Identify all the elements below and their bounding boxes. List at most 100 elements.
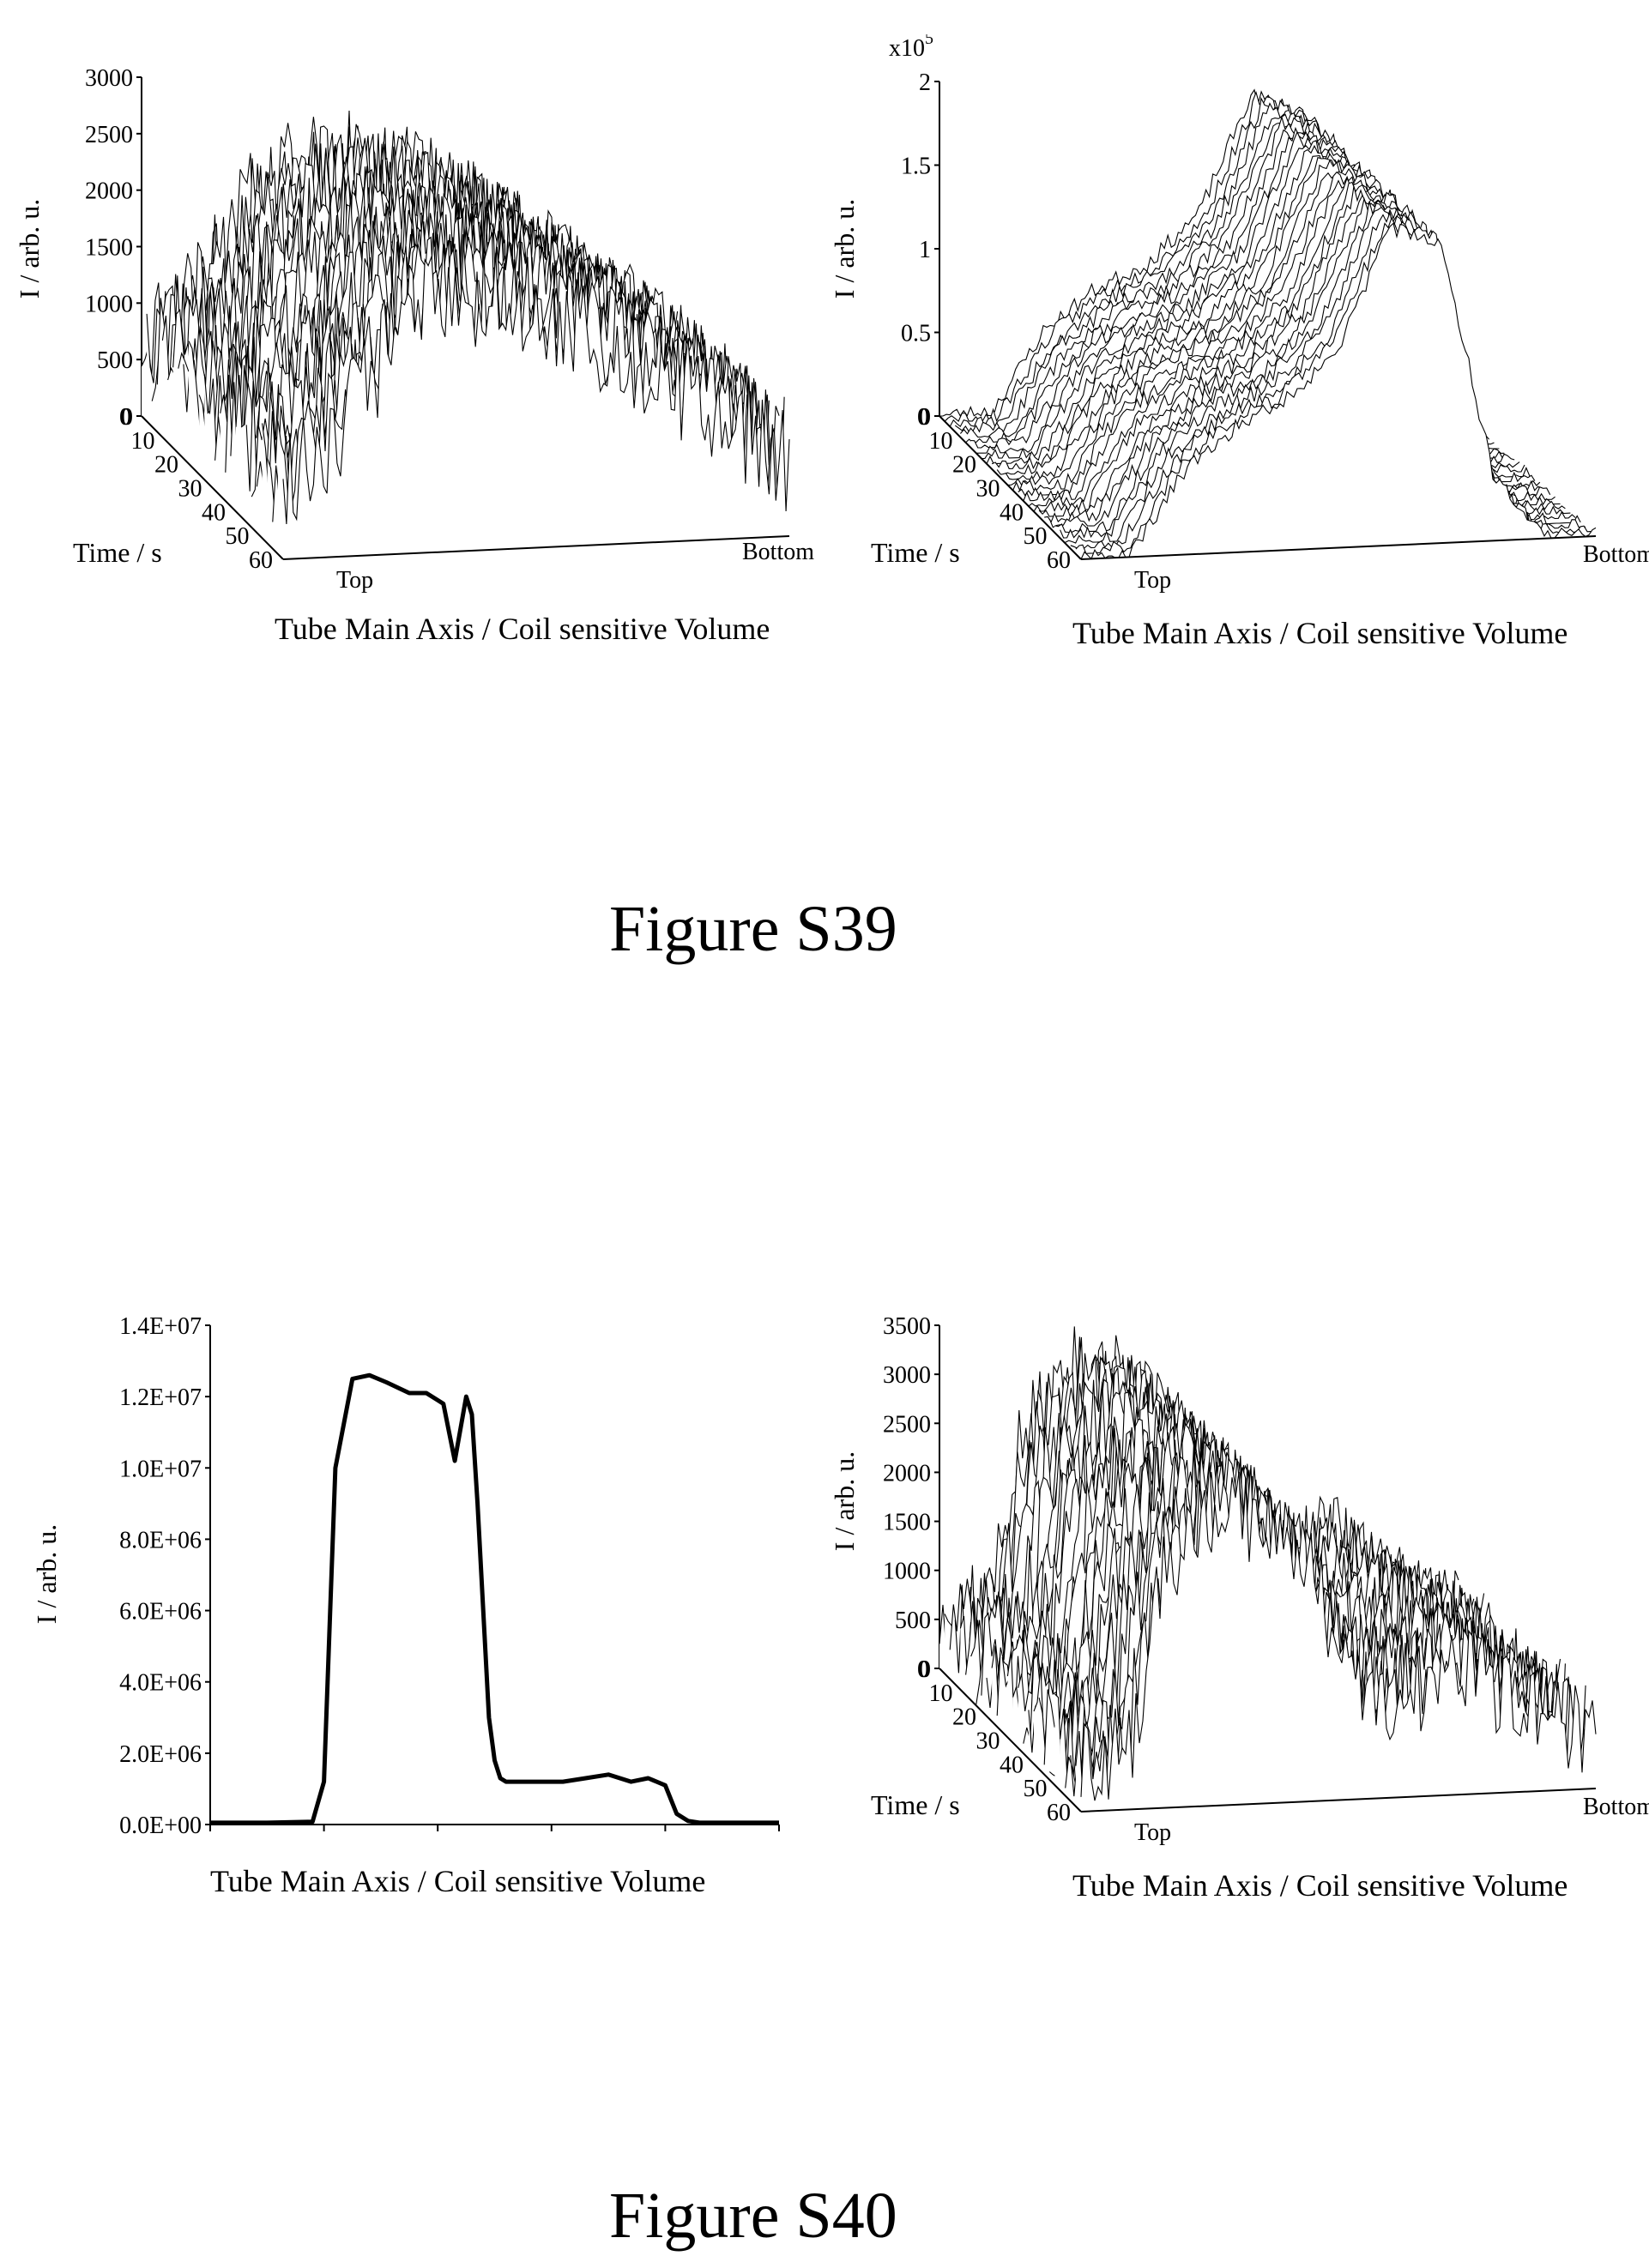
time-tick-label: 50 (226, 523, 250, 550)
y-tick-label: 1.2E+07 (119, 1384, 202, 1411)
x-end-bottom: Bottom (1583, 1794, 1649, 1820)
surface-row-line (1080, 1471, 1597, 1801)
time-tick-label: 10 (929, 428, 953, 455)
time-tick-label: 60 (1047, 1800, 1071, 1826)
time-tick-label: 30 (976, 1728, 1000, 1755)
time-tick-label: 40 (202, 499, 226, 526)
time-tick-label: 50 (1024, 523, 1048, 550)
time-tick-label: 0 (119, 404, 131, 431)
z-tick-label: 1.5 (901, 154, 931, 180)
z-axis-label: I / arb. u. (829, 199, 860, 299)
time-tick-label: 10 (131, 428, 155, 455)
z-axis-label: I / arb. u. (829, 1451, 860, 1551)
z-multiplier: x105 (889, 34, 933, 62)
x-axis-label: Tube Main Axis / Coil sensitive Volume (275, 612, 770, 646)
z-tick-label: 0.5 (901, 321, 931, 347)
y-tick-label: 6.0E+06 (119, 1599, 202, 1626)
z-tick-label: 2 (919, 69, 931, 96)
line-series (210, 1372, 779, 1825)
time-tick-label: 60 (249, 547, 273, 574)
surface-plot (141, 110, 790, 559)
y-axis-label: I / arb. u. (31, 1524, 62, 1624)
time-tick-label: 40 (1000, 1752, 1024, 1778)
x-end-top: Top (1134, 1819, 1171, 1846)
x-end-bottom: Bottom (1583, 541, 1649, 568)
time-tick-label: 10 (929, 1680, 953, 1707)
z-tick-label: 1 (919, 237, 931, 263)
time-tick-label: 40 (1000, 499, 1024, 526)
z-tick-label: 3000 (883, 1362, 931, 1389)
surface-plot (939, 1326, 1597, 1812)
time-tick-label: 0 (917, 1656, 929, 1683)
surface-row-fill (1081, 223, 1596, 559)
time-tick-label: 20 (154, 452, 178, 479)
y-tick-label: 0.0E+00 (119, 1813, 202, 1839)
z-axis: 0 500 1000 1500 2000 2500 3000 I / arb. u. (14, 65, 142, 431)
chart-s39-right: x105 0 0.5 1 1.5 2 I / arb. u. 0102030405060… (829, 34, 1649, 650)
y-tick-labels: 0.0E+00 2.0E+06 4.0E+06 6.0E+06 8.0E+06 1.0E+… (119, 1313, 210, 1839)
z-tick-label: 2500 (85, 122, 133, 148)
x-end-top: Top (336, 567, 373, 594)
y-tick-label: 4.0E+06 (119, 1670, 202, 1697)
y-tick-label: 2.0E+06 (119, 1741, 202, 1768)
floor-axes (141, 415, 790, 560)
z-tick-label: 1000 (883, 1559, 931, 1585)
surface-row-line (1070, 211, 1586, 549)
x-axis (209, 1824, 780, 1831)
surface-row-line (1080, 222, 1597, 560)
z-axis: 0 500 1000 1500 2000 2500 3000 3500 I / arb. u. (829, 1313, 940, 1683)
surface-row-line (282, 252, 790, 525)
time-tick-label: 20 (952, 1704, 976, 1731)
y-tick-label: 1.0E+07 (119, 1456, 202, 1482)
surface-row-line (251, 216, 759, 498)
surface-row-fill (283, 252, 789, 559)
figure-label-s40: Figure S40 (609, 2180, 897, 2252)
time-axis-label: Time / s (871, 537, 960, 568)
y-tick-label: 8.0E+06 (119, 1527, 202, 1553)
x-end-top: Top (1134, 567, 1171, 594)
time-axis-label: Time / s (73, 537, 162, 568)
x-axis-label: Tube Main Axis / Coil sensitive Volume (1072, 1868, 1567, 1903)
chart-s40-left: 0.0E+00 2.0E+06 4.0E+06 6.0E+06 8.0E+06 1.0E+… (31, 1313, 780, 1898)
floor-axes (939, 1668, 1597, 1813)
z-tick-label: 500 (895, 1608, 931, 1634)
z-tick-label: 500 (97, 347, 133, 374)
surface-row-line (1065, 206, 1581, 544)
surface-row-fill (1081, 1471, 1596, 1812)
series-line (210, 1372, 779, 1825)
z-tick-label: 1500 (883, 1510, 931, 1536)
z-axis-label: I / arb. u. (14, 199, 45, 299)
z-axis: x105 0 0.5 1 1.5 2 I / arb. u. (829, 34, 940, 431)
time-tick-label: 60 (1047, 547, 1071, 574)
y-tick-label: 1.4E+07 (119, 1313, 202, 1340)
z-tick-label: 0 (121, 404, 133, 431)
y-axis: 0.0E+00 2.0E+06 4.0E+06 6.0E+06 8.0E+06 1.0E+… (31, 1313, 211, 1839)
z-tick-labels: 0 500 1000 1500 2000 2500 3000 (85, 65, 142, 431)
x-end-bottom: Bottom (742, 539, 814, 565)
time-tick-label: 30 (178, 476, 202, 503)
time-axis-label: Time / s (871, 1789, 960, 1820)
chart-s40-right: 0 500 1000 1500 2000 2500 3000 3500 I / arb. u.… (829, 1313, 1649, 1903)
x-axis-label: Tube Main Axis / Coil sensitive Volume (210, 1864, 705, 1898)
z-tick-label: 1000 (85, 291, 133, 317)
z-tick-labels: 0 0.5 1 1.5 2 (901, 69, 939, 431)
time-tick-label: 20 (952, 452, 976, 479)
chart-s39-left: 0 500 1000 1500 2000 2500 3000 I / arb. u. 010… (14, 65, 814, 646)
z-tick-label: 2500 (883, 1411, 931, 1438)
time-tick-label: 30 (976, 476, 1000, 503)
floor-axes (939, 415, 1597, 560)
x-axis-label: Tube Main Axis / Coil sensitive Volume (1072, 616, 1567, 650)
surface-plot (939, 88, 1597, 560)
z-tick-label: 2000 (883, 1460, 931, 1487)
z-tick-label: 3500 (883, 1313, 931, 1340)
z-tick-label: 0 (919, 1656, 931, 1683)
z-tick-label: 2000 (85, 178, 133, 205)
z-tick-label: 1500 (85, 235, 133, 262)
z-tick-labels: 0 500 1000 1500 2000 2500 3000 3500 (883, 1313, 939, 1683)
z-tick-label: 3000 (85, 65, 133, 92)
surface-row-line (235, 208, 745, 456)
x-ticks (209, 1825, 780, 1831)
